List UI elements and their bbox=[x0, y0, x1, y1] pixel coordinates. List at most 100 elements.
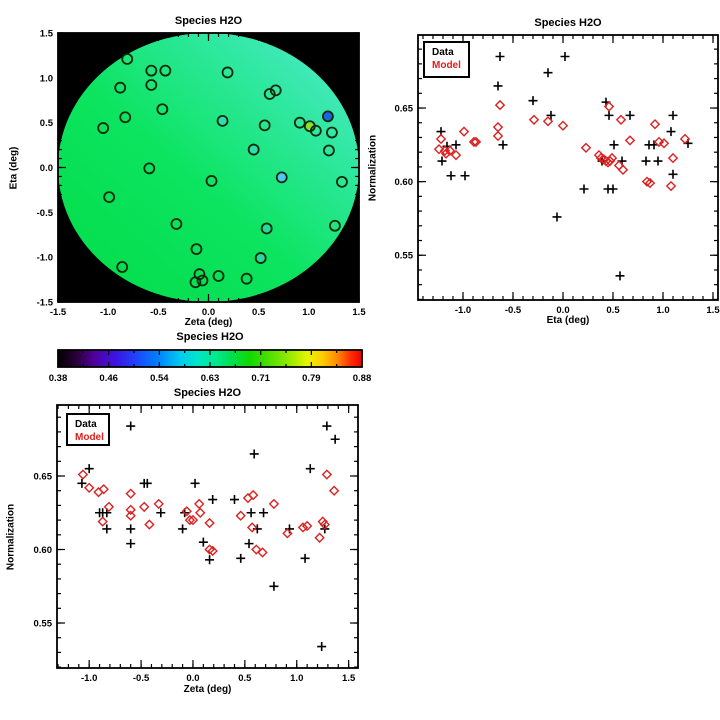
y-tick-label: -1.0 bbox=[37, 253, 53, 264]
colorbar-gradient bbox=[58, 350, 362, 367]
model-diamond-marker bbox=[440, 148, 452, 159]
map-source-marker bbox=[196, 274, 209, 287]
eta-profile-title: Species H2O bbox=[534, 17, 602, 29]
x-tick-label: 0.5 bbox=[238, 673, 252, 684]
x-tick-label: 0.0 bbox=[202, 307, 215, 318]
data-plus-marker bbox=[229, 495, 239, 505]
data-plus-marker bbox=[84, 464, 94, 474]
model-diamond-marker bbox=[444, 145, 456, 156]
data-plus-marker bbox=[604, 110, 614, 120]
model-diamond-marker bbox=[125, 504, 136, 516]
colorbar-tick-label: 0.63 bbox=[201, 373, 220, 384]
data-plus-marker bbox=[446, 171, 456, 181]
legend-model-label: Model bbox=[432, 60, 461, 71]
model-diamond-marker bbox=[257, 547, 268, 558]
series-model bbox=[77, 469, 340, 558]
eta-profile-legend: Data Model bbox=[423, 41, 470, 78]
x-tick-label: 0.0 bbox=[186, 673, 199, 684]
y-tick-label: 0.60 bbox=[34, 545, 53, 556]
map-source-marker bbox=[240, 272, 253, 285]
data-plus-marker bbox=[451, 140, 461, 150]
colorbar-border bbox=[57, 349, 363, 368]
x-tick-label: -1.0 bbox=[455, 305, 471, 316]
data-plus-marker bbox=[156, 508, 166, 518]
model-diamond-marker bbox=[184, 514, 196, 526]
map-plot: -1.5 -1.0 -0.5 0.0 0.5 1.0 1.5 -1.5 -1.0 -0.5 0.0 0… bbox=[37, 29, 367, 319]
model-diamond-marker bbox=[658, 138, 670, 149]
x-tick-label: 1.0 bbox=[290, 673, 303, 684]
model-diamond-marker bbox=[297, 522, 309, 533]
data-plus-marker bbox=[493, 81, 503, 91]
model-diamond-marker bbox=[617, 164, 629, 176]
y-tick-label: 1.0 bbox=[40, 73, 53, 84]
model-diamond-marker bbox=[204, 517, 215, 529]
map-source-marker bbox=[189, 276, 202, 289]
x-tick-label: 0.5 bbox=[252, 307, 266, 318]
x-tick-label: 1.5 bbox=[342, 673, 356, 684]
model-diamond-marker bbox=[103, 501, 115, 513]
model-diamond-marker bbox=[470, 136, 482, 148]
model-diamond-marker bbox=[580, 142, 592, 153]
model-diamond-marker bbox=[153, 498, 164, 510]
map-source-marker bbox=[145, 64, 158, 77]
data-plus-marker bbox=[249, 449, 259, 459]
model-diamond-marker bbox=[557, 120, 569, 131]
zeta-profile-title: Species H2O bbox=[173, 387, 242, 399]
y-tick-label: 0.0 bbox=[40, 163, 53, 174]
series-data bbox=[436, 51, 693, 281]
map-xaxis-label: Zeta (deg) bbox=[184, 317, 233, 328]
map-source-marker bbox=[170, 218, 183, 230]
model-diamond-marker bbox=[181, 506, 192, 517]
map-source-marker bbox=[121, 53, 134, 65]
x-tick-label: 0.5 bbox=[606, 305, 620, 316]
legend-data-label: Data bbox=[432, 47, 454, 58]
map-source-marker bbox=[247, 143, 260, 156]
legend-model-label: Model bbox=[75, 432, 104, 443]
data-plus-marker bbox=[244, 539, 254, 549]
model-diamond-marker bbox=[144, 519, 155, 530]
model-diamond-marker bbox=[204, 544, 215, 555]
zeta_profile-plot: -1.0 -0.5 0.0 0.5 1.0 1.5 0.55 0.60 0.65 bbox=[34, 404, 359, 684]
map-yaxis-label: Eta (deg) bbox=[8, 146, 20, 190]
model-diamond-marker bbox=[98, 484, 109, 495]
x-tick-label: 1.5 bbox=[352, 307, 366, 318]
map-source-marker bbox=[321, 110, 334, 123]
x-tick-label: -1.5 bbox=[50, 307, 67, 318]
model-diamond-marker bbox=[125, 510, 136, 521]
colorbar-tick-label: 0.71 bbox=[251, 373, 270, 384]
model-diamond-marker bbox=[97, 516, 108, 527]
map-source-marker bbox=[143, 162, 156, 175]
model-diamond-marker bbox=[644, 177, 656, 189]
model-diamond-marker bbox=[187, 514, 199, 526]
series-data bbox=[77, 421, 340, 652]
x-tick-label: 1.0 bbox=[656, 305, 669, 316]
data-plus-marker bbox=[330, 434, 340, 444]
y-tick-label: -1.5 bbox=[37, 298, 54, 309]
model-diamond-marker bbox=[321, 469, 333, 480]
data-plus-marker bbox=[495, 51, 505, 61]
model-diamond-marker bbox=[615, 114, 627, 125]
x-tick-label: 1.5 bbox=[706, 305, 720, 316]
data-plus-marker bbox=[641, 156, 651, 166]
map-source-marker bbox=[275, 171, 288, 184]
model-diamond-marker bbox=[542, 116, 554, 127]
data-plus-marker bbox=[198, 537, 208, 547]
map-source-marker bbox=[263, 88, 276, 100]
y-tick-label: 0.65 bbox=[395, 104, 414, 115]
model-diamond-marker bbox=[433, 144, 445, 155]
model-diamond-marker bbox=[435, 133, 447, 145]
model-diamond-marker bbox=[268, 498, 280, 510]
data-plus-marker bbox=[246, 508, 256, 518]
data-plus-marker bbox=[205, 555, 215, 565]
model-diamond-marker bbox=[494, 99, 506, 111]
data-plus-marker bbox=[126, 421, 136, 431]
map-source-marker bbox=[260, 222, 273, 235]
model-diamond-marker bbox=[603, 101, 615, 112]
data-plus-marker bbox=[546, 110, 556, 120]
data-plus-marker bbox=[126, 524, 136, 534]
data-plus-marker bbox=[615, 271, 625, 281]
model-diamond-marker bbox=[450, 149, 462, 161]
model-diamond-marker bbox=[667, 152, 679, 164]
data-plus-marker bbox=[653, 156, 663, 166]
